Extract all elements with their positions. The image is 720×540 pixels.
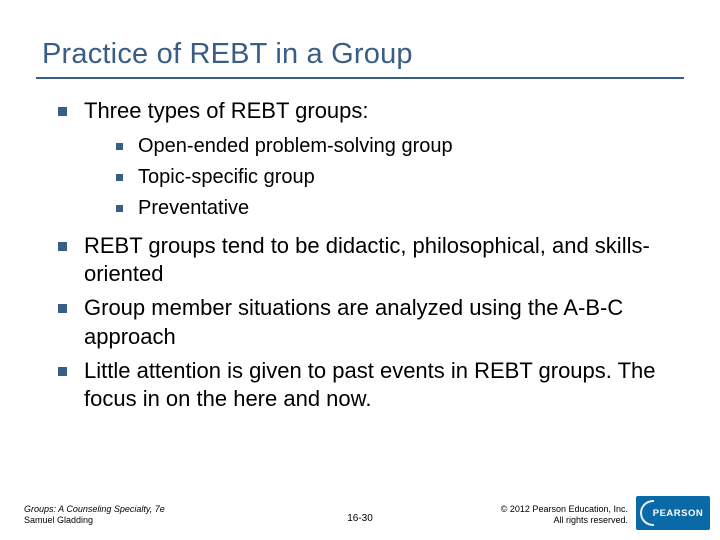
slide: { "title": "Practice of REBT in a Group"… bbox=[0, 0, 720, 540]
slide-body: Three types of REBT groups: Open-ended p… bbox=[0, 79, 720, 413]
logo-arc-icon bbox=[640, 500, 654, 526]
footer-copyright-line1: © 2012 Pearson Education, Inc. bbox=[501, 504, 628, 515]
sub-bullet-item: Topic-specific group bbox=[110, 164, 688, 191]
sub-bullet-item: Preventative bbox=[110, 195, 688, 222]
bullet-list: Three types of REBT groups: Open-ended p… bbox=[50, 97, 688, 413]
bullet-text: REBT groups tend to be didactic, philoso… bbox=[84, 233, 650, 286]
slide-footer: Groups: A Counseling Specialty, 7e Samue… bbox=[0, 490, 720, 534]
bullet-item: REBT groups tend to be didactic, philoso… bbox=[50, 232, 688, 288]
footer-copyright: © 2012 Pearson Education, Inc. All right… bbox=[501, 504, 628, 527]
logo-text: PEARSON bbox=[653, 508, 703, 519]
top-spacer bbox=[0, 0, 720, 12]
bullet-item: Little attention is given to past events… bbox=[50, 357, 688, 413]
sub-bullet-item: Open-ended problem-solving group bbox=[110, 133, 688, 160]
footer-copyright-line2: All rights reserved. bbox=[501, 515, 628, 526]
footer-left: Groups: A Counseling Specialty, 7e Samue… bbox=[24, 504, 165, 527]
footer-source-title: Groups: A Counseling Specialty, 7e bbox=[24, 504, 165, 515]
bullet-item: Three types of REBT groups: Open-ended p… bbox=[50, 97, 688, 222]
bullet-text: Three types of REBT groups: bbox=[84, 98, 369, 123]
sub-bullet-text: Topic-specific group bbox=[138, 166, 315, 188]
slide-title: Practice of REBT in a Group bbox=[0, 12, 720, 77]
bullet-item: Group member situations are analyzed usi… bbox=[50, 294, 688, 350]
footer-author: Samuel Gladding bbox=[24, 515, 165, 526]
bullet-text: Little attention is given to past events… bbox=[84, 358, 656, 411]
footer-page-number: 16-30 bbox=[347, 513, 373, 524]
bullet-text: Group member situations are analyzed usi… bbox=[84, 295, 623, 348]
sub-bullet-text: Open-ended problem-solving group bbox=[138, 135, 453, 157]
sub-bullet-list: Open-ended problem-solving group Topic-s… bbox=[110, 133, 688, 222]
pearson-logo: PEARSON bbox=[636, 496, 710, 530]
sub-bullet-text: Preventative bbox=[138, 197, 249, 219]
